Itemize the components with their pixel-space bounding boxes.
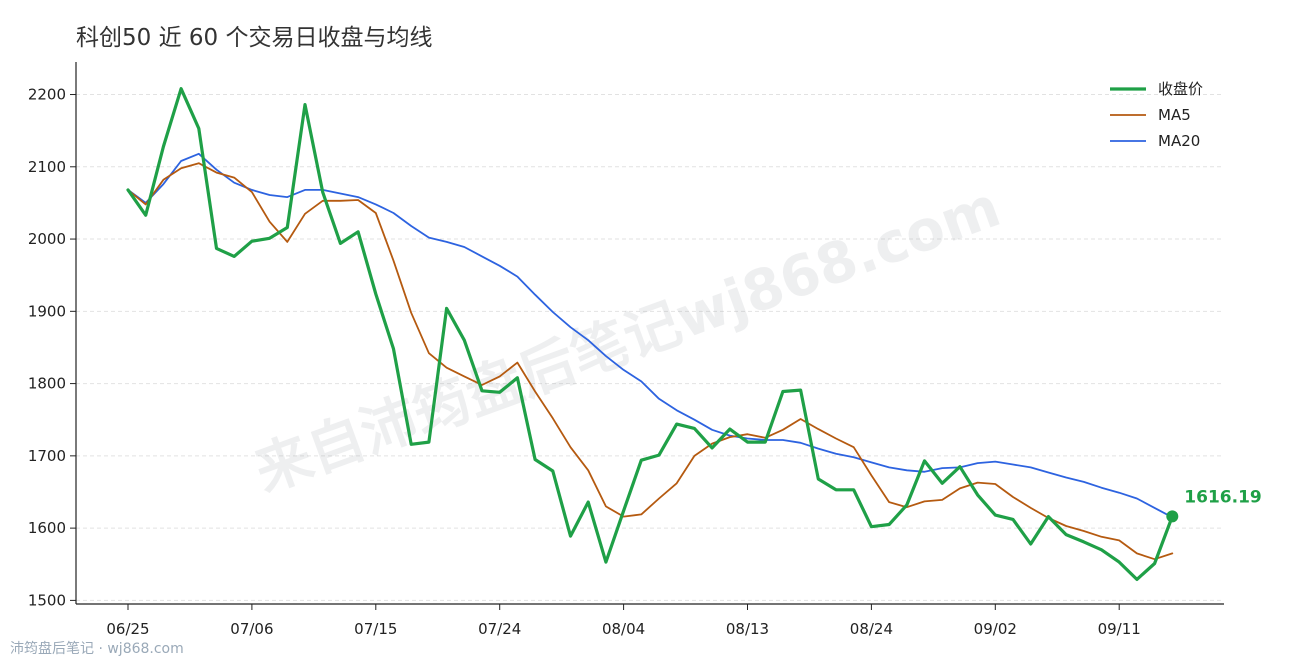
legend-label: 收盘价 bbox=[1158, 80, 1203, 98]
y-tick-label: 2000 bbox=[28, 230, 66, 248]
y-tick-label: 1800 bbox=[28, 375, 66, 393]
x-tick-label: 07/15 bbox=[354, 620, 397, 638]
chart-title: 科创50 近 60 个交易日收盘与均线 bbox=[76, 25, 433, 51]
x-tick-label: 08/24 bbox=[850, 620, 893, 638]
y-tick-label: 2100 bbox=[28, 158, 66, 176]
series-line-0 bbox=[126, 87, 1174, 582]
x-tick-label: 08/13 bbox=[726, 620, 769, 638]
y-tick-label: 1500 bbox=[28, 591, 66, 609]
x-tick-label: 08/04 bbox=[602, 620, 645, 638]
watermark-text: 来自沛筠盘后笔记wj868.com bbox=[247, 175, 1009, 505]
y-tick-label: 1900 bbox=[28, 302, 66, 320]
x-axis-ticks: 06/25 07/06 07/15 07/24 08/04 08/13 08/24 09/02… bbox=[106, 604, 1141, 638]
legend: 收盘价 MA5 MA20 bbox=[1110, 80, 1203, 150]
legend-label: MA5 bbox=[1158, 106, 1191, 124]
last-point-marker bbox=[1166, 510, 1179, 523]
last-point-group: 1616.19 bbox=[1166, 487, 1262, 523]
x-tick-label: 06/25 bbox=[106, 620, 149, 638]
series-line-1 bbox=[127, 162, 1174, 561]
legend-label: MA20 bbox=[1158, 132, 1200, 150]
y-tick-label: 1600 bbox=[28, 519, 66, 537]
y-tick-label: 2200 bbox=[28, 86, 66, 104]
series-lines bbox=[126, 87, 1174, 582]
x-tick-label: 07/24 bbox=[478, 620, 521, 638]
x-tick-label: 09/11 bbox=[1098, 620, 1141, 638]
axes bbox=[75, 62, 1224, 605]
x-tick-label: 07/06 bbox=[230, 620, 273, 638]
x-tick-label: 09/02 bbox=[974, 620, 1017, 638]
footer-credit: 沛筠盘后笔记 · wj868.com bbox=[10, 640, 184, 657]
last-value-label: 1616.19 bbox=[1184, 487, 1261, 507]
y-axis-ticks: 1500 1600 1700 1800 1900 2000 2100 2200 bbox=[28, 86, 76, 609]
series-line-2 bbox=[127, 152, 1174, 519]
y-tick-label: 1700 bbox=[28, 447, 66, 465]
